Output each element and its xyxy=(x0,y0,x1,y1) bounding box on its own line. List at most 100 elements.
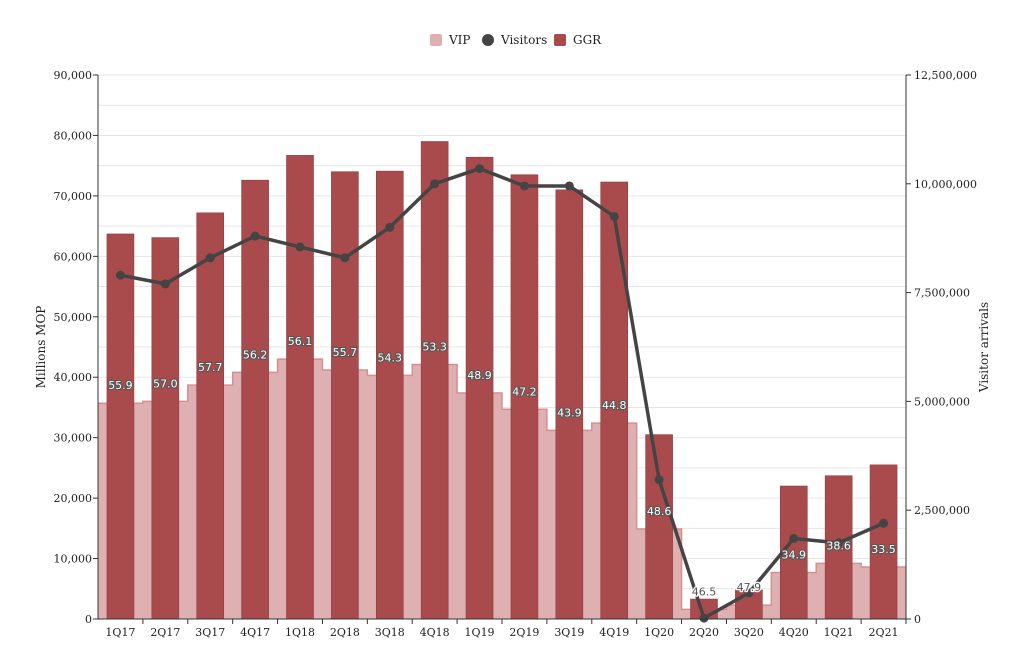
visitors-point-2Q18 xyxy=(340,253,350,263)
x-tick-label: 1Q20 xyxy=(644,626,674,639)
x-tick-label: 1Q19 xyxy=(465,626,495,639)
ggr-bars xyxy=(106,141,898,620)
x-tick-label: 1Q21 xyxy=(824,626,854,639)
axes: 0 10,000 20,000 30,000 40,000 50,000 60,000 70,… xyxy=(34,69,991,639)
left-axis-title: Millions MOP xyxy=(34,306,48,389)
vip-share-label: 56.1 xyxy=(288,335,313,348)
vip-share-label: 53.3 xyxy=(422,341,447,354)
x-tick-label: 2Q18 xyxy=(330,626,360,639)
visitors-point-3Q20 xyxy=(744,588,754,598)
vip-share-label: 46.5 xyxy=(692,585,717,598)
vip-share-label: 47.2 xyxy=(512,385,537,398)
vip-share-label: 55.7 xyxy=(333,346,358,359)
left-tick-label: 60,000 xyxy=(54,250,93,263)
right-tick-label: 10,000,000 xyxy=(914,178,977,191)
ggr-bar-2Q21 xyxy=(869,464,898,620)
right-tick-label: 0 xyxy=(914,613,921,626)
right-tick-label: 7,500,000 xyxy=(914,287,970,300)
left-tick-label: 90,000 xyxy=(54,69,93,82)
visitors-point-1Q17 xyxy=(115,270,125,280)
x-tick-label: 2Q20 xyxy=(689,626,719,639)
vip-share-label: 54.3 xyxy=(378,351,403,364)
ggr-bar-1Q20 xyxy=(645,434,673,620)
ggr-bar-3Q18 xyxy=(375,170,404,620)
vip-share-label: 57.7 xyxy=(198,361,223,374)
visitors-point-1Q18 xyxy=(295,242,305,252)
vip-share-label: 56.2 xyxy=(243,348,268,361)
left-tick-label: 20,000 xyxy=(54,492,93,505)
visitors-point-3Q18 xyxy=(385,222,395,232)
x-tick-label: 4Q19 xyxy=(599,626,629,639)
left-tick-label: 70,000 xyxy=(54,190,93,203)
x-tick-label: 3Q18 xyxy=(375,626,405,639)
left-tick-label: 80,000 xyxy=(54,129,93,142)
left-tick-label: 0 xyxy=(85,613,92,626)
left-tick-label: 10,000 xyxy=(54,553,93,566)
visitors-point-2Q17 xyxy=(160,279,170,289)
ggr-bar-4Q20 xyxy=(779,485,808,620)
x-tick-label: 1Q18 xyxy=(285,626,315,639)
x-tick-label: 2Q21 xyxy=(869,626,899,639)
vip-share-label: 47.9 xyxy=(737,581,762,594)
right-tick-label: 12,500,000 xyxy=(914,69,977,82)
visitors-point-2Q20 xyxy=(699,613,709,623)
x-tick-label: 4Q18 xyxy=(420,626,450,639)
x-tick-label: 4Q20 xyxy=(779,626,809,639)
legend-label: VIP xyxy=(448,33,470,47)
visitors-point-4Q19 xyxy=(609,211,619,221)
visitors-point-3Q19 xyxy=(564,181,574,191)
vip-share-label: 38.6 xyxy=(826,539,851,552)
visitors-line xyxy=(115,164,889,623)
legend-item-vip[interactable]: VIP xyxy=(430,33,470,47)
vip-share-label: 44.8 xyxy=(602,399,627,412)
ggr-bar-2Q18 xyxy=(331,171,359,620)
ggr-bar-2Q17 xyxy=(151,237,180,620)
legend-item-ggr[interactable]: GGR xyxy=(554,33,602,47)
x-tick-label: 3Q20 xyxy=(734,626,764,639)
right-tick-label: 2,500,000 xyxy=(914,504,970,517)
vip-share-label: 43.9 xyxy=(557,406,582,419)
right-tick-label: 5,000,000 xyxy=(914,395,970,408)
vip-share-label: 57.0 xyxy=(153,377,178,390)
left-tick-label: 40,000 xyxy=(54,371,93,384)
vip-share-label: 48.9 xyxy=(467,369,492,382)
x-tick-label: 2Q17 xyxy=(150,626,180,639)
ggr-bar-3Q19 xyxy=(555,189,584,620)
vip-share-label: 33.5 xyxy=(871,543,896,556)
legend-label: Visitors xyxy=(500,33,547,47)
vip-share-label: 34.9 xyxy=(782,548,807,561)
visitors-point-4Q18 xyxy=(430,179,440,189)
legend: VIP Visitors GGR xyxy=(430,33,602,47)
ggr-bar-1Q18 xyxy=(286,155,314,620)
legend-swatch xyxy=(430,34,442,46)
visitors-point-2Q19 xyxy=(519,181,529,191)
vip-share-label: 55.9 xyxy=(108,379,133,392)
ggr-bar-1Q21 xyxy=(824,475,853,620)
visitors-point-2Q21 xyxy=(879,518,889,528)
x-tick-label: 2Q19 xyxy=(509,626,539,639)
visitors-point-1Q21 xyxy=(834,538,844,548)
ggr-bar-3Q17 xyxy=(196,212,225,620)
visitors-line-path xyxy=(120,166,885,620)
ggr-bar-1Q19 xyxy=(465,156,494,620)
left-tick-label: 30,000 xyxy=(54,432,93,445)
left-tick-label: 50,000 xyxy=(54,311,93,324)
ggr-bar-4Q19 xyxy=(600,181,629,620)
vip-area-edge xyxy=(98,358,906,611)
legend-swatch xyxy=(482,34,494,46)
vip-share-label: 48.6 xyxy=(647,505,672,518)
ggr-bar-4Q18 xyxy=(420,141,449,620)
x-tick-label: 3Q17 xyxy=(195,626,225,639)
visitors-point-1Q19 xyxy=(475,164,485,174)
vip-share-labels: 55.9 57.0 57.7 56.2 56.1 55.7 54.3 53.3 48.9 47.2… xyxy=(107,334,897,600)
legend-swatch xyxy=(554,34,566,46)
x-tick-label: 3Q19 xyxy=(554,626,584,639)
x-tick-label: 1Q17 xyxy=(105,626,135,639)
right-axis-title: Visitor arrivals xyxy=(977,302,991,393)
legend-label: GGR xyxy=(573,33,602,47)
legend-item-visitors[interactable]: Visitors xyxy=(482,33,547,47)
visitors-point-3Q17 xyxy=(205,253,215,263)
ggr-bar-1Q17 xyxy=(106,233,135,620)
visitors-point-4Q20 xyxy=(789,533,799,543)
